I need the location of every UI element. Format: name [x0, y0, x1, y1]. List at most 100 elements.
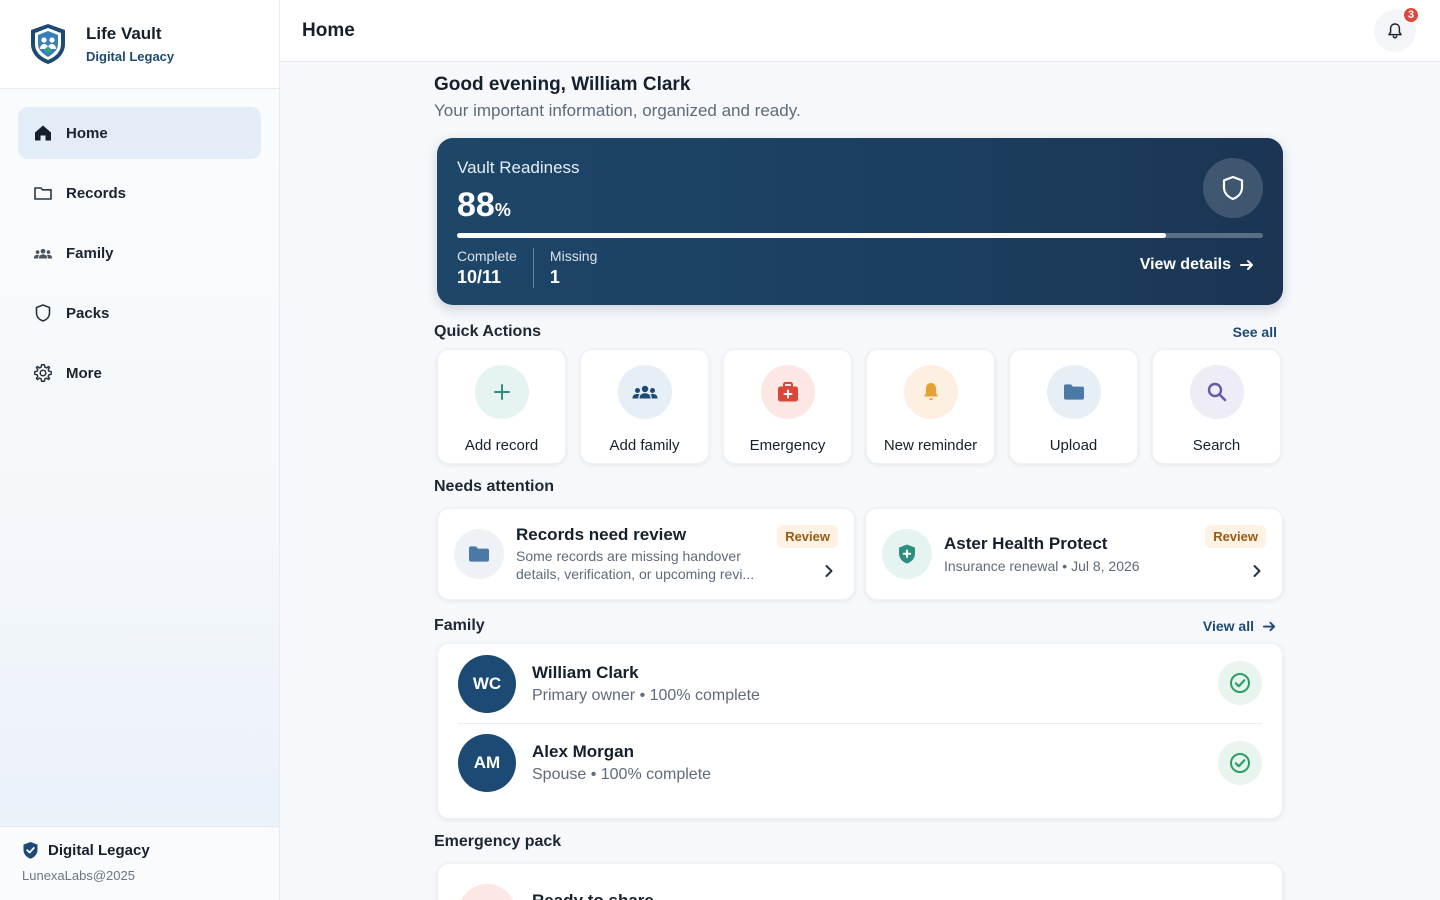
quick-action-emergency[interactable]: Emergency [723, 349, 852, 464]
needs-attention-title: Needs attention [434, 478, 555, 495]
sidebar-footer: Digital Legacy LunexaLabs@2025 [0, 826, 279, 900]
plus-icon [474, 365, 529, 419]
stat-missing: Missing 1 [532, 248, 613, 288]
member-detail: Primary owner • 100% complete [532, 686, 760, 704]
page-title: Home [302, 19, 355, 41]
shield-plus-icon [882, 529, 932, 579]
medkit-icon [760, 365, 815, 419]
people-icon [617, 365, 672, 419]
quick-action-search[interactable]: Search [1152, 349, 1281, 464]
emergency-pack-card[interactable]: Ready to share [437, 863, 1283, 900]
view-all-label: View all [1202, 618, 1254, 634]
see-all-link[interactable]: See all [1232, 324, 1277, 340]
folder-icon [33, 183, 53, 203]
needs-attention-list: Records need review Some records are mis… [437, 508, 1284, 600]
greeting-subtitle: Your important information, organized an… [434, 101, 801, 120]
stat-complete-label: Complete [457, 248, 517, 264]
brand-subtitle: Digital Legacy [86, 49, 175, 64]
search-icon [1189, 365, 1244, 419]
emergency-pack-header: Emergency pack [434, 833, 1277, 851]
vault-readiness-percent: 88% [457, 186, 1263, 225]
quick-action-label: New reminder [883, 437, 978, 454]
view-all-link[interactable]: View all [1203, 618, 1277, 634]
brand[interactable]: Life Vault Digital Legacy [0, 0, 279, 89]
sidebar-item-packs[interactable]: Packs [18, 287, 261, 339]
folder-icon [454, 529, 504, 579]
quick-action-label: Emergency [749, 437, 826, 454]
life-vault-logo-icon [31, 24, 65, 64]
vault-readiness-label: Vault Readiness [457, 158, 580, 177]
emergency-pack-icon [458, 884, 516, 900]
notifications-button[interactable]: 3 [1374, 6, 1420, 52]
vault-progress-fill [457, 233, 1167, 238]
shield-icon [33, 303, 53, 323]
brand-title: Life Vault [86, 24, 162, 43]
sidebar-item-label: More [66, 364, 102, 382]
check-circle-icon [1218, 741, 1262, 785]
quick-action-label: Search [1192, 437, 1241, 454]
member-name: William Clark [532, 662, 639, 682]
sidebar-item-family[interactable]: Family [18, 227, 261, 279]
sidebar-item-label: Records [66, 184, 127, 202]
check-circle-icon [1218, 661, 1262, 705]
shield-check-icon [23, 842, 38, 859]
family-member-row[interactable]: WC William Clark Primary owner • 100% co… [458, 644, 1262, 723]
top-bar: Home 3 [280, 0, 1440, 62]
sidebar-nav: Home Records Family Packs More [0, 89, 279, 399]
emergency-pack-card-title: Ready to share [532, 891, 654, 900]
needs-attention-header: Needs attention [434, 478, 1277, 496]
view-details-link[interactable]: View details [1140, 256, 1255, 274]
sidebar-item-label: Home [66, 124, 108, 142]
people-icon [33, 243, 53, 263]
chevron-right-icon [825, 565, 833, 577]
arrow-right-icon [1262, 621, 1276, 631]
attention-card-records[interactable]: Records need review Some records are mis… [437, 508, 855, 600]
attention-description: Insurance renewal • Jul 8, 2026 [944, 558, 1140, 574]
stat-complete-value: 10/11 [457, 267, 502, 287]
stat-missing-value: 1 [549, 267, 560, 287]
footer-brand: Digital Legacy [22, 841, 257, 860]
stat-missing-label: Missing [549, 248, 598, 264]
vault-percent-value: 88 [457, 186, 495, 224]
avatar: WC [458, 654, 516, 713]
quick-action-add-family[interactable]: Add family [580, 349, 709, 464]
quick-actions-grid: Add record Add family Emergency New remi… [437, 349, 1284, 464]
attention-description: Some records are missing handover detail… [516, 548, 755, 582]
quick-action-label: Add record [464, 437, 539, 454]
review-badge: Review [1205, 525, 1266, 548]
view-details-label: View details [1139, 256, 1231, 273]
footer-copyright: LunexaLabs@2025 [22, 868, 135, 883]
quick-actions-title: Quick Actions [434, 323, 541, 340]
attention-title: Records need review [516, 525, 687, 544]
stat-complete: Complete 10/11 [457, 248, 533, 288]
vault-readiness-card: Vault Readiness 88% Complete 10/11 Missi… [437, 138, 1283, 305]
greeting-title: Good evening, William Clark [434, 74, 691, 95]
quick-action-label: Upload [1049, 437, 1098, 454]
sidebar-item-records[interactable]: Records [18, 167, 261, 219]
sidebar-item-label: Family [66, 244, 114, 262]
emergency-pack-title: Emergency pack [434, 833, 562, 850]
vault-shield-icon [1203, 158, 1263, 218]
sidebar-item-more[interactable]: More [18, 347, 261, 399]
vault-percent-sign: % [494, 200, 511, 220]
review-badge: Review [777, 525, 838, 548]
member-detail: Spouse • 100% complete [532, 766, 712, 783]
quick-action-add-record[interactable]: Add record [437, 349, 566, 464]
quick-action-new-reminder[interactable]: New reminder [866, 349, 995, 464]
sidebar-item-label: Packs [66, 304, 110, 322]
gear-icon [33, 363, 53, 383]
arrow-right-icon [1240, 260, 1253, 270]
member-name: Alex Morgan [532, 742, 635, 761]
chevron-right-icon [1253, 565, 1261, 577]
quick-actions-header: Quick Actions See all [434, 323, 1277, 341]
vault-progress-bar [457, 233, 1263, 238]
main-content: Good evening, William Clark Your importa… [434, 62, 1284, 900]
sidebar-item-home[interactable]: Home [18, 107, 261, 159]
attention-card-aster-health[interactable]: Aster Health Protect Insurance renewal •… [865, 508, 1283, 600]
quick-action-label: Add family [609, 437, 680, 454]
bell-icon [1388, 23, 1402, 39]
folder-icon [1046, 365, 1101, 419]
footer-brand-label: Digital Legacy [48, 842, 150, 859]
family-member-row[interactable]: AM Alex Morgan Spouse • 100% complete [458, 723, 1262, 802]
quick-action-upload[interactable]: Upload [1009, 349, 1138, 464]
